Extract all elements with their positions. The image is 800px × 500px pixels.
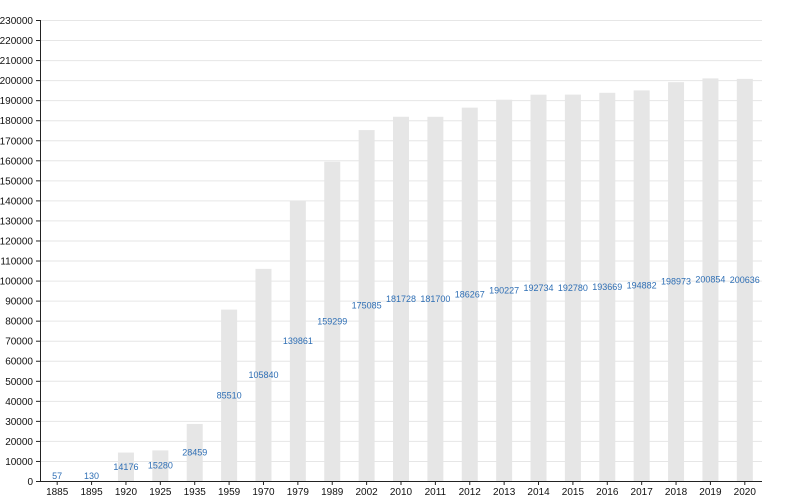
x-tick-label-1935: 1935 <box>184 487 207 498</box>
x-tick-label-2014: 2014 <box>527 487 550 498</box>
y-tick-label-1: 10000 <box>5 457 33 468</box>
bar-2011 <box>427 116 444 481</box>
x-tick-label-2013: 2013 <box>493 487 516 498</box>
data-label-1920: 14176 <box>113 462 138 472</box>
y-tick-label-16: 160000 <box>0 156 33 167</box>
x-tick-label-1885: 1885 <box>46 487 69 498</box>
x-tick-label-1959: 1959 <box>218 487 241 498</box>
x-tick-label-2010: 2010 <box>390 487 413 498</box>
y-tick-label-19: 190000 <box>0 96 33 107</box>
data-label-1895: 130 <box>84 471 99 481</box>
bar-2010 <box>393 116 409 481</box>
bar-2014 <box>530 94 547 481</box>
y-tick-label-11: 110000 <box>0 257 33 268</box>
y-tick-label-12: 120000 <box>0 236 33 247</box>
bar-1970 <box>255 268 272 481</box>
y-tick-label-4: 40000 <box>5 397 33 408</box>
bar-1979 <box>289 200 306 481</box>
y-tick-label-20: 200000 <box>0 76 33 87</box>
y-tick-label-15: 150000 <box>0 176 33 187</box>
data-label-2019: 200854 <box>695 275 725 285</box>
y-tick-label-2: 20000 <box>5 437 33 448</box>
y-tick-label-3: 30000 <box>5 417 33 428</box>
bar-2020 <box>736 78 753 482</box>
x-tick-label-2015: 2015 <box>562 487 585 498</box>
y-tick-label-17: 170000 <box>0 136 33 147</box>
data-label-2020: 200636 <box>730 275 760 285</box>
bar-2017 <box>633 90 650 482</box>
data-label-2017: 194882 <box>627 281 657 291</box>
x-tick-label-2012: 2012 <box>459 487 482 498</box>
bar-2018 <box>668 82 685 481</box>
data-label-2002: 175085 <box>352 301 382 311</box>
data-label-1970: 105840 <box>248 370 278 380</box>
data-label-2018: 198973 <box>661 277 691 287</box>
y-tick-label-10: 100000 <box>0 277 33 288</box>
data-labels: 57 130 14176 15280 28459 85510 105840 139861 159… <box>52 275 760 481</box>
x-tick-label-2020: 2020 <box>734 487 757 498</box>
x-tick-label-2011: 2011 <box>425 487 447 498</box>
y-tick-label-23: 230000 <box>0 16 33 27</box>
data-label-1979: 139861 <box>283 336 313 346</box>
bar-1989 <box>324 161 341 481</box>
y-tick-label-22: 220000 <box>0 36 33 47</box>
data-label-1925: 15280 <box>148 461 173 471</box>
y-tick-label-18: 180000 <box>0 116 33 127</box>
x-tick-label-2002: 2002 <box>355 487 378 498</box>
bar-1935 <box>186 423 203 481</box>
data-label-2016: 193669 <box>592 282 622 292</box>
y-tick-label-5: 50000 <box>5 377 33 388</box>
x-tick-label-1895: 1895 <box>80 487 103 498</box>
y-tick-label-7: 70000 <box>5 337 33 348</box>
x-tick-label-2017: 2017 <box>631 487 654 498</box>
data-label-2012: 186267 <box>455 289 485 299</box>
bar-2013 <box>496 99 513 481</box>
x-tick-label-1979: 1979 <box>287 487 310 498</box>
data-label-1935: 28459 <box>182 447 207 457</box>
bars <box>49 78 753 482</box>
data-label-1989: 159299 <box>317 316 347 326</box>
x-tick-label-2016: 2016 <box>596 487 619 498</box>
data-label-1959: 85510 <box>217 390 242 400</box>
data-label-2011: 181700 <box>420 294 450 304</box>
bar-1925 <box>152 450 169 481</box>
y-tick-label-14: 140000 <box>0 196 33 207</box>
data-label-2015: 192780 <box>558 283 588 293</box>
bar-2015 <box>564 94 581 481</box>
y-tick-label-13: 130000 <box>0 216 33 227</box>
x-tick-label-2018: 2018 <box>665 487 688 498</box>
data-label-2010: 181728 <box>386 294 416 304</box>
bar-2002 <box>358 130 375 481</box>
data-label-2013: 190227 <box>489 285 519 295</box>
x-tick-label-2019: 2019 <box>699 487 722 498</box>
bar-1959 <box>221 309 238 481</box>
y-tick-label-8: 80000 <box>5 317 33 328</box>
y-tick-label-6: 60000 <box>5 357 33 368</box>
bar-2012 <box>461 107 478 482</box>
x-tick-label-1925: 1925 <box>149 487 172 498</box>
axes: 0 10000 20000 30000 40000 50000 60000 70000 8000… <box>0 16 762 498</box>
data-label-1885: 57 <box>52 471 62 481</box>
bar-1920 <box>117 452 134 481</box>
x-tick-label-1970: 1970 <box>252 487 275 498</box>
y-tick-label-21: 210000 <box>0 56 33 67</box>
y-tick-label-0: 0 <box>27 477 33 488</box>
bar-2019 <box>702 78 719 481</box>
y-tick-label-9: 90000 <box>5 297 33 308</box>
x-tick-label-1920: 1920 <box>115 487 138 498</box>
x-tick-label-1989: 1989 <box>321 487 344 498</box>
data-label-2014: 192734 <box>524 283 554 293</box>
bar-2016 <box>599 92 616 482</box>
